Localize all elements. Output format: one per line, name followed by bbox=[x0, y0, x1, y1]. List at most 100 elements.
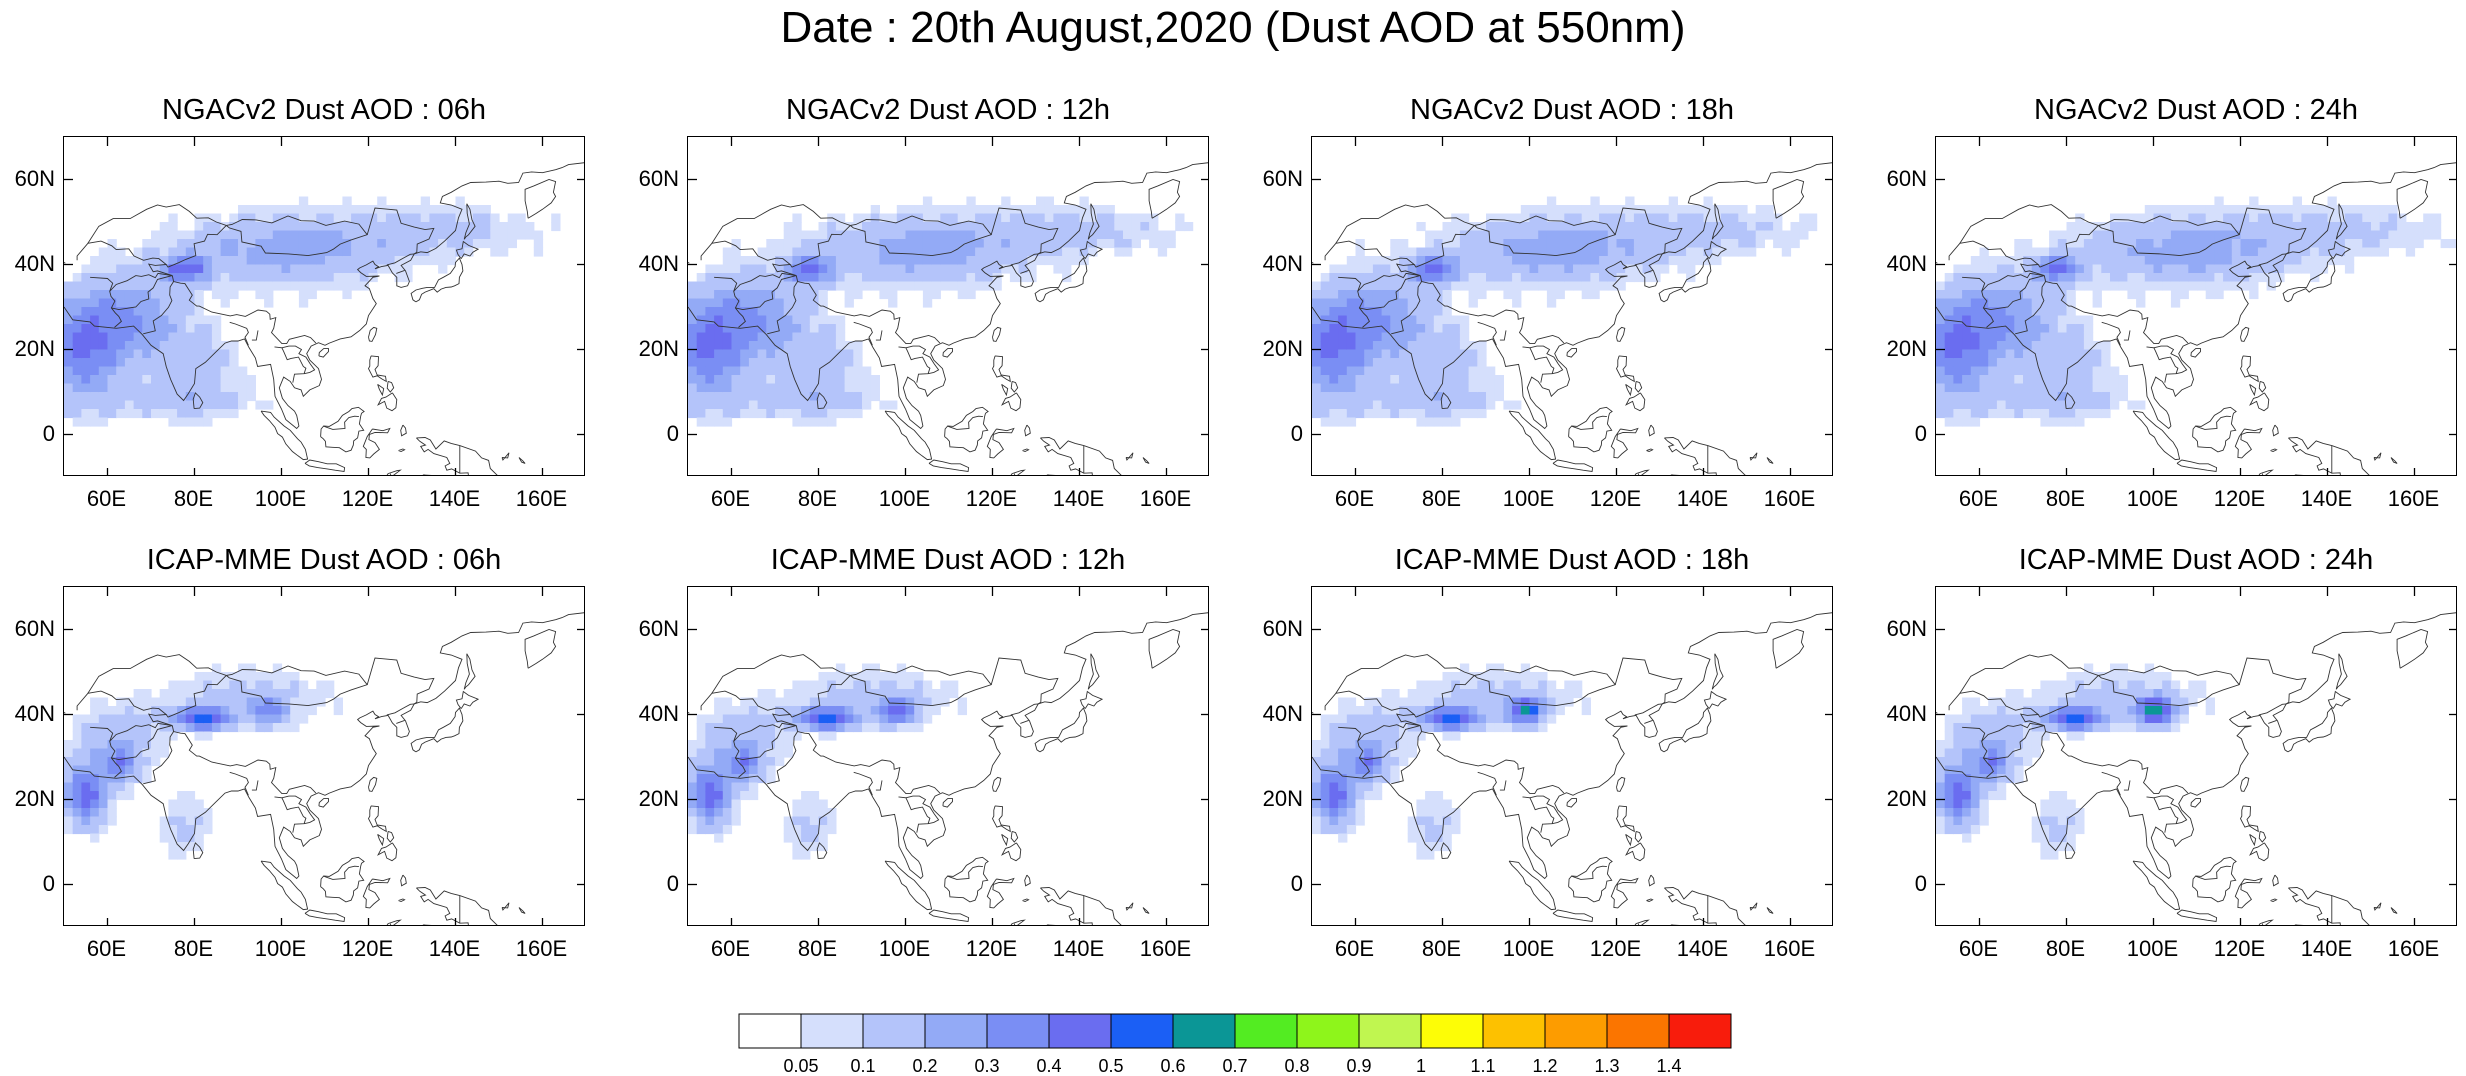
colorbar-label: 1.4 bbox=[1656, 1056, 1682, 1076]
lon-tick-label: 120E bbox=[341, 936, 394, 961]
lon-tick-label: 140E bbox=[1676, 486, 1729, 511]
panel-title: ICAP-MME Dust AOD : 24h bbox=[2018, 544, 2374, 576]
lat-tick-label: 0 bbox=[1914, 870, 1927, 896]
lon-tick-label: 100E bbox=[878, 486, 931, 511]
map-panel bbox=[687, 586, 1209, 926]
colorbar-swatch bbox=[862, 1013, 926, 1049]
lon-tick-label: 120E bbox=[965, 936, 1018, 961]
lat-tick-label: 0 bbox=[1290, 420, 1303, 446]
colorbar-swatch bbox=[1606, 1013, 1670, 1049]
colorbar-label: 0.9 bbox=[1346, 1056, 1372, 1076]
axis-ticks bbox=[64, 587, 584, 925]
lat-tick-label: 60N bbox=[14, 615, 55, 641]
lon-tick-label: 160E bbox=[1763, 486, 1816, 511]
panel-title: NGACv2 Dust AOD : 12h bbox=[786, 94, 1110, 126]
panel-title: ICAP-MME Dust AOD : 12h bbox=[770, 544, 1126, 576]
lat-tick-label: 20N bbox=[1262, 335, 1303, 361]
lat-tick-label: 0 bbox=[1290, 870, 1303, 896]
dust-aod-map bbox=[1312, 137, 1832, 475]
panel-title: ICAP-MME Dust AOD : 18h bbox=[1394, 544, 1750, 576]
colorbar-label: 1.3 bbox=[1594, 1056, 1620, 1076]
lon-tick-label: 160E bbox=[1763, 936, 1816, 961]
dust-aod-map bbox=[688, 137, 1208, 475]
colorbar-label: 0.2 bbox=[912, 1056, 938, 1076]
dust-aod-map bbox=[64, 587, 584, 925]
colorbar-swatch bbox=[1110, 1013, 1174, 1049]
map-panel bbox=[1935, 586, 2457, 926]
lat-tick-label: 40N bbox=[1886, 250, 1927, 276]
lon-tick-label: 100E bbox=[254, 486, 307, 511]
lat-tick-label: 20N bbox=[1886, 335, 1927, 361]
colorbar-swatch bbox=[1234, 1013, 1298, 1049]
lon-tick-label: 100E bbox=[2126, 936, 2179, 961]
lon-tick-label: 140E bbox=[428, 936, 481, 961]
lat-tick-label: 20N bbox=[638, 335, 679, 361]
colorbar bbox=[738, 1013, 1732, 1054]
dust-aod-field bbox=[688, 663, 967, 860]
colorbar-swatch bbox=[1048, 1013, 1112, 1049]
lon-tick-label: 100E bbox=[254, 936, 307, 961]
coastlines bbox=[1936, 612, 2456, 925]
dust-aod-field bbox=[688, 196, 1194, 427]
lat-tick-label: 40N bbox=[1886, 700, 1927, 726]
coastlines bbox=[1312, 162, 1832, 475]
colorbar-swatch bbox=[986, 1013, 1050, 1049]
lon-tick-label: 140E bbox=[1052, 486, 1105, 511]
colorbar-swatch bbox=[1420, 1013, 1484, 1049]
dust-aod-map bbox=[1936, 587, 2456, 925]
lon-tick-label: 60E bbox=[1334, 936, 1375, 961]
dust-aod-field bbox=[64, 663, 343, 860]
lon-tick-label: 140E bbox=[1052, 936, 1105, 961]
lon-tick-label: 100E bbox=[1502, 936, 1555, 961]
colorbar-swatch bbox=[924, 1013, 988, 1049]
coastlines bbox=[64, 162, 584, 475]
colorbar-label: 0.8 bbox=[1284, 1056, 1310, 1076]
lat-tick-label: 40N bbox=[1262, 250, 1303, 276]
dust-aod-field bbox=[1312, 196, 1818, 427]
lat-tick-label: 0 bbox=[666, 870, 679, 896]
lat-tick-label: 60N bbox=[638, 615, 679, 641]
lat-tick-label: 20N bbox=[638, 785, 679, 811]
lon-tick-label: 60E bbox=[1334, 486, 1375, 511]
lat-tick-label: 60N bbox=[14, 165, 55, 191]
lat-tick-label: 40N bbox=[14, 700, 55, 726]
map-panel bbox=[63, 136, 585, 476]
map-panel bbox=[1935, 136, 2457, 476]
coastlines bbox=[688, 612, 1208, 925]
lon-tick-label: 100E bbox=[2126, 486, 2179, 511]
colorbar-label: 1 bbox=[1415, 1056, 1426, 1076]
dust-aod-map bbox=[1312, 587, 1832, 925]
lat-tick-label: 60N bbox=[1262, 165, 1303, 191]
colorbar-swatch bbox=[1172, 1013, 1236, 1049]
colorbar-swatch bbox=[1668, 1013, 1732, 1049]
lon-tick-label: 80E bbox=[797, 486, 838, 511]
lon-tick-label: 80E bbox=[2045, 486, 2086, 511]
colorbar-label: 0.4 bbox=[1036, 1056, 1062, 1076]
lat-tick-label: 20N bbox=[14, 785, 55, 811]
dust-aod-map bbox=[688, 587, 1208, 925]
lon-tick-label: 140E bbox=[2300, 936, 2353, 961]
lat-tick-label: 40N bbox=[638, 700, 679, 726]
lon-tick-label: 120E bbox=[1589, 486, 1642, 511]
figure-title: Date : 20th August,2020 (Dust AOD at 550… bbox=[780, 3, 1686, 52]
lat-tick-label: 60N bbox=[638, 165, 679, 191]
map-panel bbox=[1311, 586, 1833, 926]
colorbar-label: 0.3 bbox=[974, 1056, 1000, 1076]
lon-tick-label: 120E bbox=[2213, 486, 2266, 511]
colorbar-swatch bbox=[800, 1013, 864, 1049]
lat-tick-label: 0 bbox=[666, 420, 679, 446]
lat-tick-label: 40N bbox=[14, 250, 55, 276]
colorbar-swatch bbox=[738, 1013, 802, 1049]
colorbar-label: 0.1 bbox=[850, 1056, 876, 1076]
axis-ticks bbox=[1312, 137, 1832, 475]
lat-tick-label: 60N bbox=[1262, 615, 1303, 641]
colorbar-swatch bbox=[1296, 1013, 1360, 1049]
lon-tick-label: 160E bbox=[1139, 486, 1192, 511]
lon-tick-label: 160E bbox=[515, 936, 568, 961]
lat-tick-label: 60N bbox=[1886, 165, 1927, 191]
lat-tick-label: 20N bbox=[1886, 785, 1927, 811]
lon-tick-label: 80E bbox=[797, 936, 838, 961]
dust-aod-map bbox=[1936, 137, 2456, 475]
colorbar-swatch bbox=[1358, 1013, 1422, 1049]
panel-title: NGACv2 Dust AOD : 18h bbox=[1410, 94, 1734, 126]
